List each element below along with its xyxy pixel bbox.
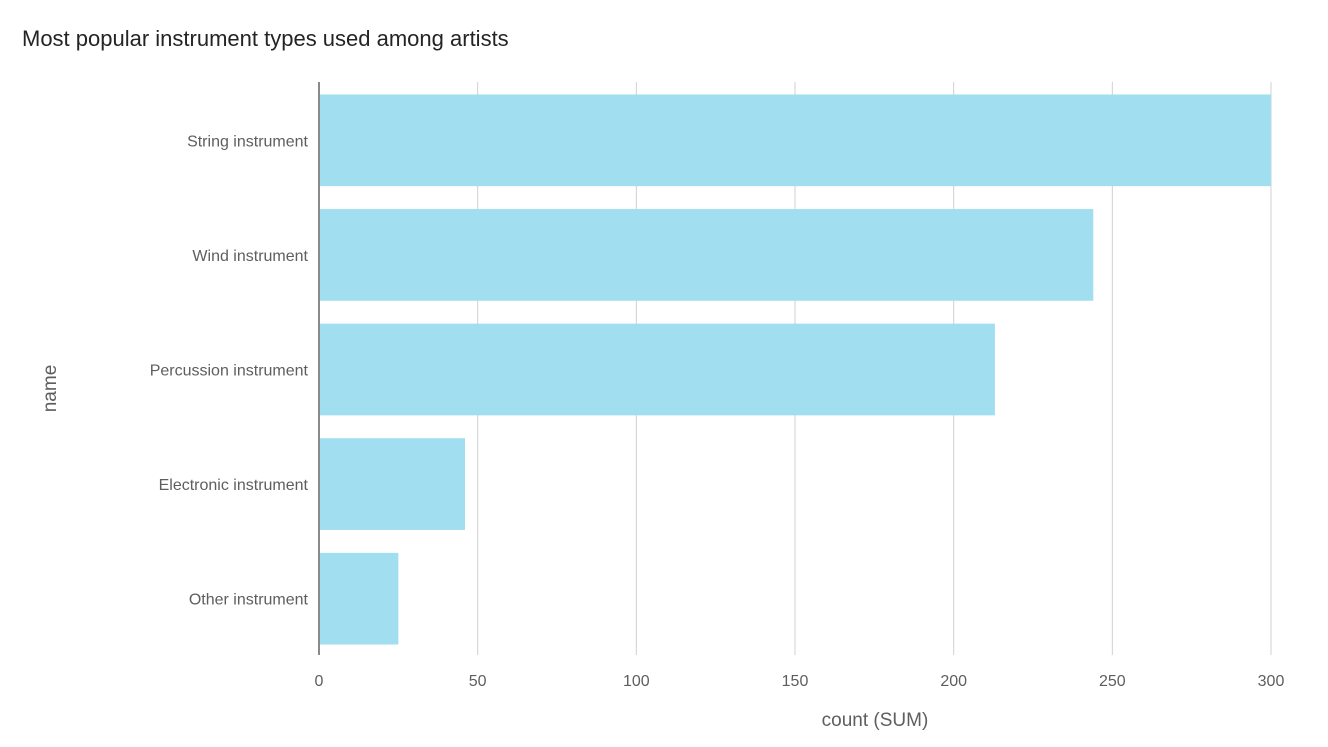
y-axis-title: name xyxy=(40,365,61,413)
bars xyxy=(319,94,1271,645)
x-tick-label: 50 xyxy=(469,673,487,690)
bar-string-instrument[interactable] xyxy=(319,94,1271,187)
x-tick-label: 150 xyxy=(782,673,809,690)
x-axis-title: count (SUM) xyxy=(822,710,929,731)
x-tick-label: 300 xyxy=(1258,673,1285,690)
y-tick-label: Percussion instrument xyxy=(150,363,309,380)
x-tick-label: 250 xyxy=(1099,673,1126,690)
y-tick-label: Wind instrument xyxy=(192,248,308,265)
y-tick-label: Electronic instrument xyxy=(159,477,309,494)
bar-wind-instrument[interactable] xyxy=(319,209,1094,301)
chart-title: Most popular instrument types used among… xyxy=(22,26,509,51)
y-tick-label: Other instrument xyxy=(189,592,309,609)
bar-electronic-instrument[interactable] xyxy=(319,438,465,530)
x-tick-label: 200 xyxy=(940,673,967,690)
bar-other-instrument[interactable] xyxy=(319,552,399,645)
bar-percussion-instrument[interactable] xyxy=(319,323,995,416)
x-tick-labels: 0 50 100 150 200 250 300 xyxy=(315,673,1285,690)
y-tick-label: String instrument xyxy=(187,133,308,150)
x-tick-label: 100 xyxy=(623,673,650,690)
x-tick-label: 0 xyxy=(315,673,324,690)
y-tick-labels: String instrument Wind instrument Percussi… xyxy=(150,133,309,608)
